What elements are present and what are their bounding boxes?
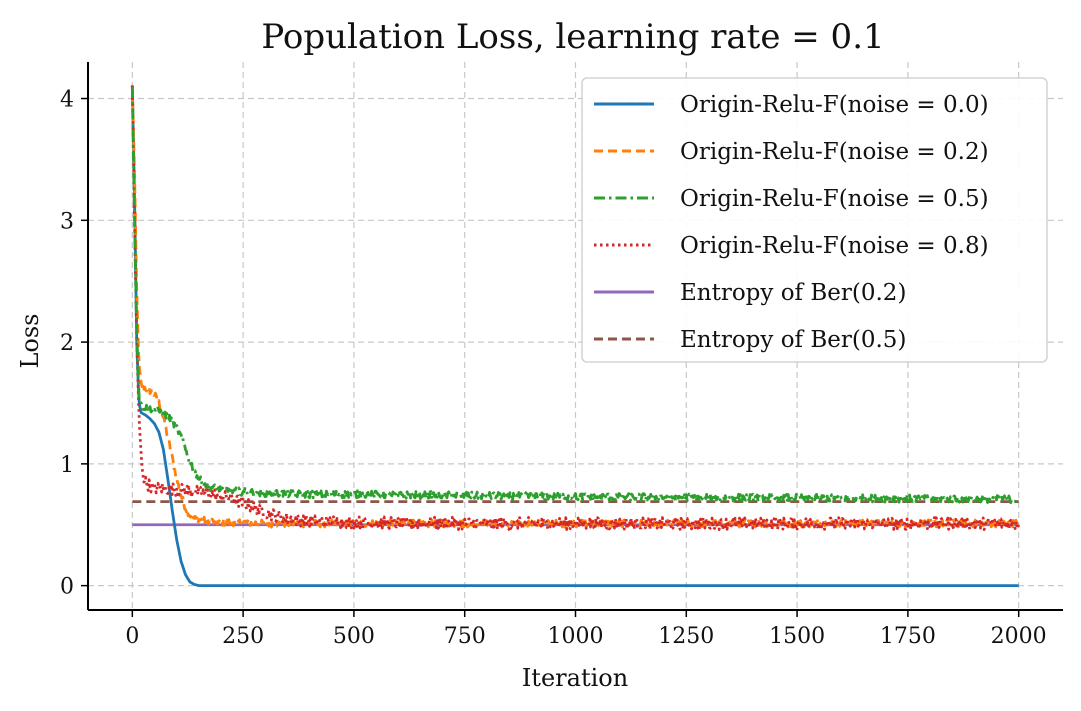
x-tick-label: 2000: [991, 624, 1047, 649]
legend-label: Origin-Relu-F(noise = 0.5): [680, 186, 989, 212]
x-tick-label: 250: [222, 624, 264, 649]
x-tick-label: 750: [444, 624, 486, 649]
y-tick-label: 4: [60, 88, 74, 113]
legend-label: Origin-Relu-F(noise = 0.2): [680, 139, 989, 165]
x-tick-label: 0: [125, 624, 139, 649]
x-tick-label: 1000: [548, 624, 604, 649]
y-tick-label: 1: [60, 453, 74, 478]
y-tick-label: 3: [60, 209, 74, 234]
x-tick-label: 1750: [880, 624, 936, 649]
x-tick-label: 500: [333, 624, 375, 649]
x-tick-label: 1500: [769, 624, 825, 649]
legend-label: Origin-Relu-F(noise = 0.8): [680, 233, 989, 259]
x-axis-label: Iteration: [522, 664, 628, 692]
y-tick-label: 2: [60, 331, 74, 356]
axes: 0 250 500 750 1000 1250 1500 1750 2000 0 1 2 3 4: [60, 62, 1063, 649]
legend-label: Entropy of Ber(0.5): [680, 327, 906, 353]
chart-title: Population Loss, learning rate = 0.1: [261, 17, 884, 57]
legend-label: Origin-Relu-F(noise = 0.0): [680, 92, 989, 118]
legend-box: [581, 77, 1048, 363]
series-lines: [130, 85, 1021, 588]
series-line-origin-relu-f-noise-0-2: [130, 85, 1020, 529]
y-axis-label: Loss: [16, 313, 44, 368]
series-line-origin-relu-f-noise-0-5: [130, 86, 1020, 505]
y-tick-label: 0: [60, 575, 74, 600]
legend-label: Entropy of Ber(0.2): [680, 280, 906, 306]
x-tick-label: 1250: [658, 624, 714, 649]
series-line-origin-relu-f-noise-0-0: [130, 86, 1020, 588]
legend: Origin-Relu-F(noise = 0.0) Origin-Relu-F(…: [581, 77, 1048, 363]
